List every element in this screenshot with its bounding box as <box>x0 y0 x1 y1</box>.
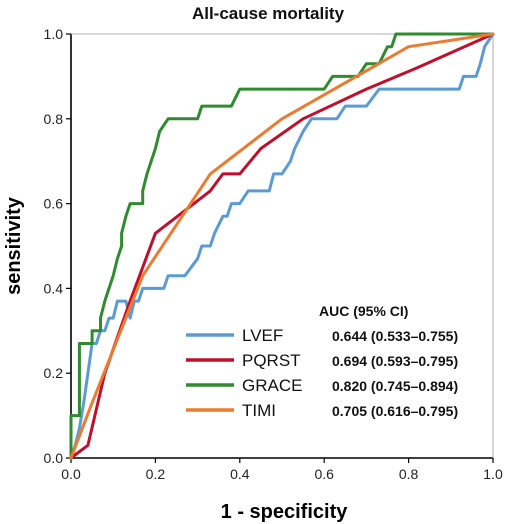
legend: AUC (95% CI) LVEF 0.644 (0.533–0.755) PQRS… <box>186 303 458 420</box>
roc-curves <box>69 32 495 460</box>
chart-title: All-cause mortality <box>192 4 345 23</box>
legend-label-pqrst: PQRST <box>242 351 301 370</box>
legend-header: AUC (95% CI) <box>319 303 408 319</box>
x-tick-label: 0.4 <box>230 466 250 482</box>
x-axis-label: 1 - specificity <box>221 501 349 523</box>
y-tick-label: 1.0 <box>44 26 64 42</box>
y-tick-label: 0.6 <box>44 196 64 212</box>
y-axis-label: sensitivity <box>3 196 25 295</box>
x-tick-label: 0.6 <box>314 466 334 482</box>
legend-label-lvef: LVEF <box>242 326 283 345</box>
legend-label-timi: TIMI <box>242 401 276 420</box>
legend-auc-timi: 0.705 (0.616–0.795) <box>332 403 458 419</box>
roc-line-lvef <box>69 32 495 460</box>
x-tick-label: 1.0 <box>483 466 503 482</box>
x-tick-label: 0.2 <box>146 466 166 482</box>
legend-label-grace: GRACE <box>242 376 302 395</box>
y-tick-label: 0.2 <box>44 365 64 381</box>
y-tick-label: 0.8 <box>44 111 64 127</box>
legend-auc-grace: 0.820 (0.745–0.894) <box>332 378 458 394</box>
x-tick-label: 0.0 <box>61 466 81 482</box>
plot-frame <box>70 33 494 459</box>
legend-auc-lvef: 0.644 (0.533–0.755) <box>332 328 458 344</box>
y-tick-label: 0.4 <box>44 280 64 296</box>
x-tick-label: 0.8 <box>399 466 419 482</box>
roc-line-timi <box>69 32 495 460</box>
y-tick-label: 0.0 <box>44 450 64 466</box>
axis-ticks: 0.0 0.2 0.4 0.6 0.8 1.0 0.0 0.2 0.4 0.6 0.8 1.0 <box>44 26 503 482</box>
legend-auc-pqrst: 0.694 (0.593–0.795) <box>332 353 458 369</box>
